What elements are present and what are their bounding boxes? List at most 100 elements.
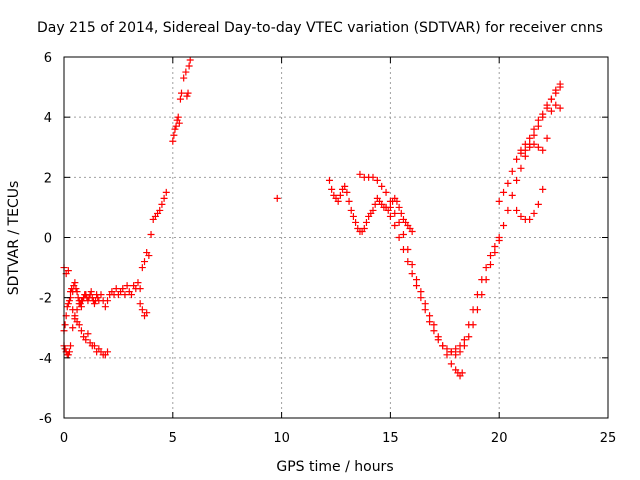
data-point [404, 258, 412, 266]
data-point [273, 194, 281, 202]
y-tick-label: 6 [44, 51, 52, 66]
data-point [386, 197, 394, 205]
data-point [77, 327, 85, 335]
data-point [521, 146, 529, 154]
data-point [119, 285, 127, 293]
data-point [408, 270, 416, 278]
data-point [460, 336, 468, 344]
data-point [180, 74, 188, 82]
data-point [530, 209, 538, 217]
data-point [71, 315, 79, 323]
data-point [169, 137, 177, 145]
data-point [67, 342, 75, 350]
data-point [491, 243, 499, 251]
data-point [71, 279, 79, 287]
data-point [382, 203, 390, 211]
data-point [72, 285, 80, 293]
data-point [539, 185, 547, 193]
data-point [104, 297, 112, 305]
data-point [413, 282, 421, 290]
data-point [513, 206, 521, 214]
data-point [482, 276, 490, 284]
data-point [373, 176, 381, 184]
data-point [513, 155, 521, 163]
data-point [174, 113, 182, 121]
data-point [556, 104, 564, 112]
data-point [369, 206, 377, 214]
data-point [65, 348, 73, 356]
data-point [395, 218, 403, 226]
data-point [334, 197, 342, 205]
data-point [65, 297, 73, 305]
data-point [386, 212, 394, 220]
data-point [343, 188, 351, 196]
data-point [539, 110, 547, 118]
data-points [60, 56, 564, 380]
data-point [371, 200, 379, 208]
data-point [127, 291, 135, 299]
x-tick-label: 20 [491, 431, 508, 446]
axis-ticks: 0 5 10 15 20 25 -6 -4 -2 0 2 4 6 [39, 51, 616, 446]
data-point [325, 176, 333, 184]
data-point [112, 285, 120, 293]
data-point [473, 306, 481, 314]
data-point [491, 249, 499, 257]
data-point [452, 351, 460, 359]
data-point [121, 291, 129, 299]
data-point [521, 152, 529, 160]
data-point [341, 182, 349, 190]
data-point [430, 321, 438, 329]
data-point [391, 209, 399, 217]
data-point [517, 149, 525, 157]
data-point [69, 324, 77, 332]
data-point [458, 369, 466, 377]
y-tick-label: 2 [44, 171, 52, 186]
data-point [64, 300, 72, 308]
data-point [183, 92, 191, 100]
data-point [176, 95, 184, 103]
data-point [452, 345, 460, 353]
data-point [460, 342, 468, 350]
data-point [504, 179, 512, 187]
data-point [160, 194, 168, 202]
chart-title: Day 215 of 2014, Sidereal Day-to-day VTE… [37, 20, 603, 36]
data-point [447, 360, 455, 368]
data-point [413, 276, 421, 284]
x-tick-label: 15 [382, 431, 399, 446]
data-point [136, 300, 144, 308]
data-point [378, 182, 386, 190]
data-point [421, 300, 429, 308]
data-point [556, 83, 564, 91]
data-point [349, 212, 357, 220]
data-point [534, 200, 542, 208]
data-point [526, 215, 534, 223]
data-point [134, 279, 142, 287]
data-point [73, 288, 81, 296]
data-point [530, 125, 538, 133]
data-point [138, 264, 146, 272]
x-tick-label: 5 [169, 431, 177, 446]
data-point [521, 140, 529, 148]
data-point [182, 68, 190, 76]
data-point [486, 261, 494, 269]
data-point [543, 134, 551, 142]
data-point [362, 218, 370, 226]
data-point [526, 134, 534, 142]
data-point [369, 173, 377, 181]
data-point [90, 342, 98, 350]
data-point [399, 230, 407, 238]
y-axis-label: SDTVAR / TECUs [6, 181, 22, 296]
data-point [82, 336, 90, 344]
data-point [61, 345, 69, 353]
y-tick-label: -6 [39, 412, 52, 427]
data-point [170, 131, 178, 139]
data-point [147, 230, 155, 238]
data-point [175, 119, 183, 127]
data-point [456, 348, 464, 356]
data-point [184, 89, 192, 97]
data-point [143, 309, 151, 317]
data-point [495, 237, 503, 245]
data-point [495, 197, 503, 205]
data-point [517, 212, 525, 220]
grid-lines [64, 57, 608, 418]
